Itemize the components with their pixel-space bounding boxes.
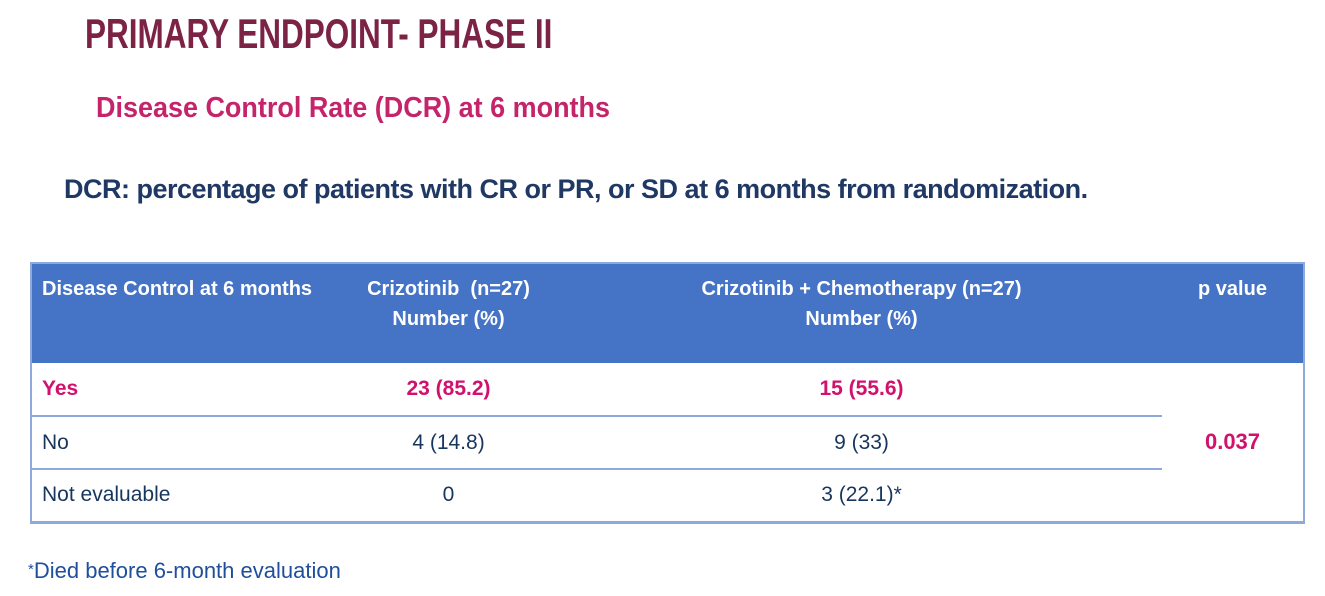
row-label-cell: No xyxy=(31,416,336,470)
combo-value-cell: 15 (55.6) xyxy=(561,363,1162,417)
footnote: *Died before 6-month evaluation xyxy=(28,558,341,584)
slide-subtitle: Disease Control Rate (DCR) at 6 months xyxy=(96,92,611,124)
table-row-no: No 4 (14.8) 9 (33) xyxy=(31,416,1304,470)
crizotinib-value-cell: 4 (14.8) xyxy=(336,416,561,470)
table-row-not-evaluable: Not evaluable 0 3 (22.1)* xyxy=(31,469,1304,522)
combo-value-cell: 9 (33) xyxy=(561,416,1162,470)
row-label-cell: Yes xyxy=(31,363,336,417)
footnote-asterisk: * xyxy=(28,561,34,578)
crizotinib-value-cell: 0 xyxy=(336,469,561,522)
table-row-yes: Yes 23 (85.2) 15 (55.6) 0.037 xyxy=(31,363,1304,522)
dcr-definition: DCR: percentage of patients with CR or P… xyxy=(64,174,1088,204)
dcr-results-table: Disease Control at 6 months Crizotinib (… xyxy=(30,262,1305,524)
crizotinib-value-cell: 23 (85.2) xyxy=(336,363,561,417)
footnote-text: Died before 6-month evaluation xyxy=(33,558,341,583)
header-crizotinib-chemotherapy-line1: Crizotinib + Chemotherapy (n=27) xyxy=(701,278,1022,300)
row-label-cell: Not evaluable xyxy=(31,469,336,522)
header-crizotinib-line1: Crizotinib (n=27) xyxy=(367,278,530,300)
combo-value-cell: 3 (22.1)* xyxy=(561,469,1162,522)
header-disease-control: Disease Control at 6 months xyxy=(31,263,336,363)
header-crizotinib-line2: Number (%) xyxy=(392,308,505,330)
slide-title: PRIMARY ENDPOINT- PHASE II xyxy=(85,10,553,57)
p-value-cell: 0.037 xyxy=(1162,363,1304,522)
table-header-row: Disease Control at 6 months Crizotinib (… xyxy=(31,263,1304,363)
header-p-value: p value xyxy=(1162,263,1304,363)
header-crizotinib-chemotherapy-line2: Number (%) xyxy=(805,308,918,330)
header-crizotinib: Crizotinib (n=27) Number (%) xyxy=(336,263,561,363)
header-crizotinib-chemotherapy: Crizotinib + Chemotherapy (n=27) Number … xyxy=(561,263,1162,363)
